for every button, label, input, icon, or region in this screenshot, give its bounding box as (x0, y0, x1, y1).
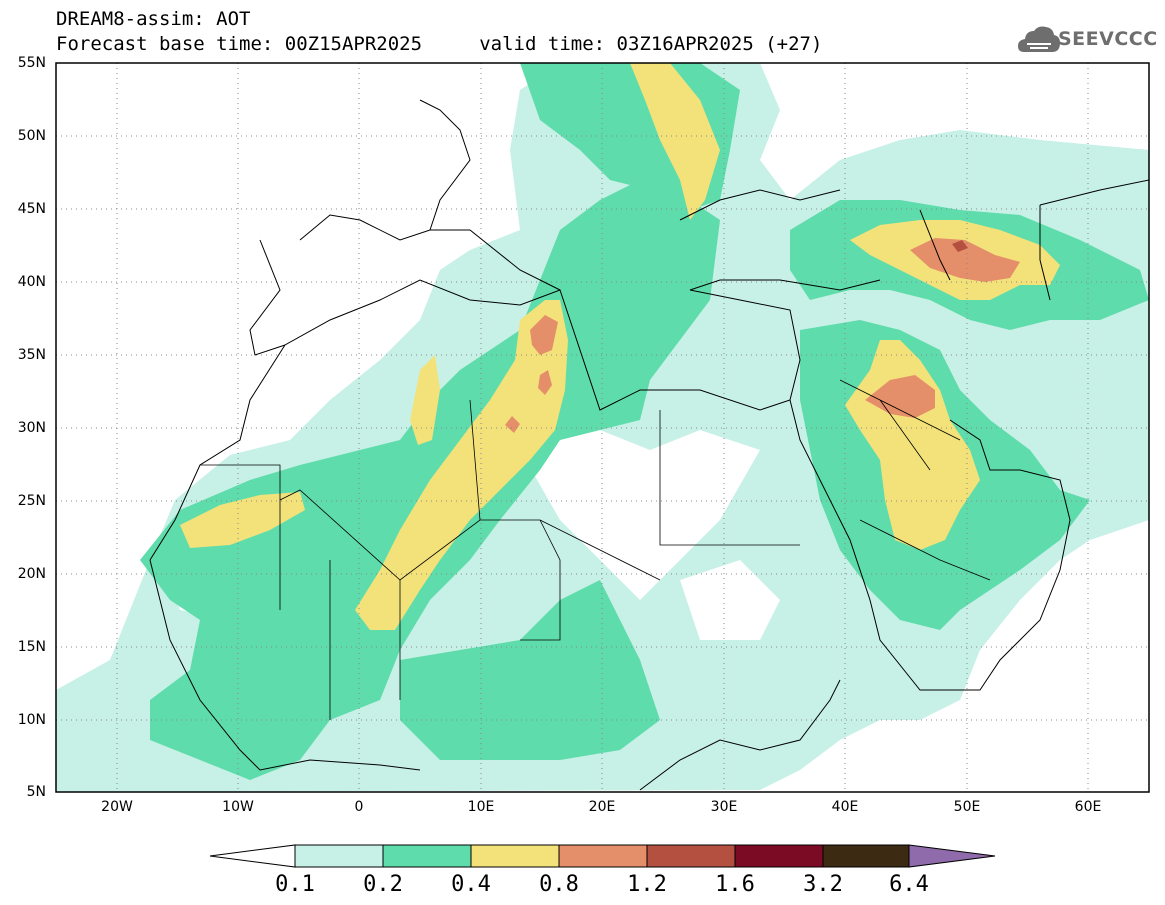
colorbar-label: 0.1 (275, 872, 315, 897)
colorbar-max-arrow (908, 844, 996, 868)
country-borders (200, 379, 991, 720)
lat-label: 25N (17, 493, 46, 509)
lon-label: 0 (354, 799, 364, 815)
colorbar-swatch-0.4 (470, 844, 560, 868)
colorbar-swatch-0.2 (382, 844, 472, 868)
colorbar-label: 1.6 (715, 872, 755, 897)
lat-label: 45N (17, 201, 46, 217)
coastlines (149, 99, 1149, 791)
colorbar-swatch-1.2 (646, 844, 736, 868)
colorbar (209, 844, 996, 868)
forecast-time-subtitle: Forecast base time: 00Z15APR2025 valid t… (56, 33, 823, 55)
lat-label: 55N (17, 55, 46, 71)
colorbar-min-arrow (209, 844, 296, 868)
colorbar-label: 0.2 (363, 872, 403, 897)
colorbar-label: 3.2 (803, 872, 843, 897)
colorbar-label: 1.2 (627, 872, 667, 897)
lat-label: 50N (17, 128, 46, 144)
map-title: DREAM8-assim: AOT (56, 8, 251, 30)
cloud-logo-icon (1018, 26, 1060, 52)
map-frame (55, 62, 1150, 793)
lat-label: 10N (17, 712, 46, 728)
lat-label: 40N (17, 274, 46, 290)
colorbar-label: 6.4 (889, 872, 929, 897)
lon-label: 40E (831, 799, 859, 815)
lon-label: 30E (710, 799, 738, 815)
lon-label: 50E (953, 799, 981, 815)
colorbar-swatch-0.1 (294, 844, 384, 868)
lat-label: 5N (26, 784, 46, 800)
colorbar-label: 0.8 (539, 872, 579, 897)
lon-label: 20W (101, 799, 133, 815)
aot-level-0.4 (355, 300, 568, 630)
lat-label: 20N (17, 566, 46, 582)
colorbar-swatch-0.8 (558, 844, 648, 868)
lat-label: 15N (17, 639, 46, 655)
aot-level-1.2 (952, 240, 968, 252)
lon-label: 20E (588, 799, 616, 815)
lon-label: 60E (1074, 799, 1102, 815)
logo-text: SEEVCCC (1058, 28, 1158, 50)
colorbar-swatch-1.6 (734, 844, 824, 868)
colorbar-swatch-3.2 (822, 844, 910, 868)
lat-label: 30N (17, 420, 46, 436)
aot-level-0.8 (530, 315, 558, 355)
lat-lon-grid (56, 63, 1149, 792)
colorbar-label: 0.4 (451, 872, 491, 897)
lat-label: 35N (17, 347, 46, 363)
lon-label: 10E (467, 799, 495, 815)
lon-label: 10W (222, 799, 254, 815)
